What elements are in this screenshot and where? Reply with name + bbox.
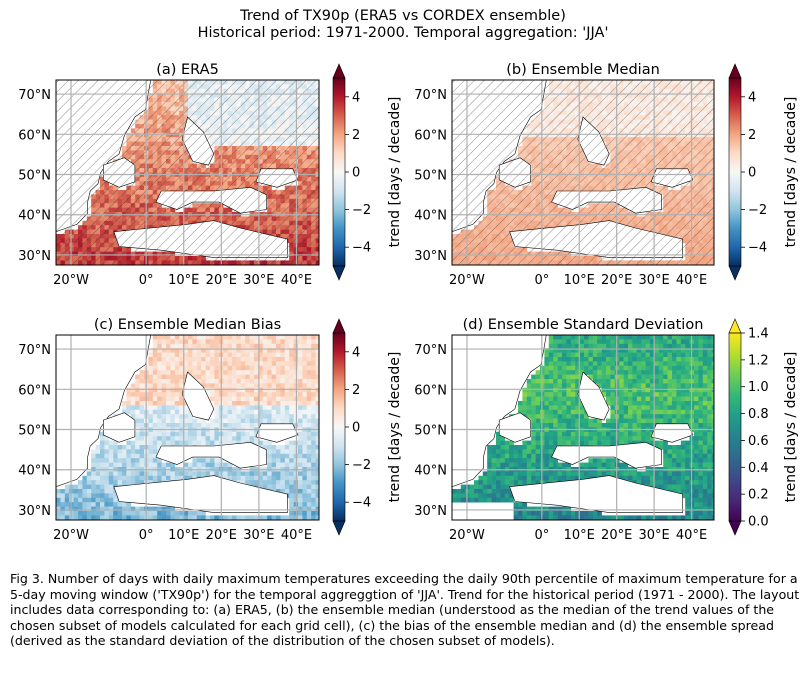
colorbar-tick-label: 2 [352, 128, 360, 143]
lat-tick-label: 50°N [18, 424, 51, 439]
lon-tick-label: 20°W [53, 528, 89, 543]
colorbar-tick-label: 4 [748, 90, 756, 105]
colorbar-tick-label: 1.0 [748, 380, 769, 395]
colorbar: 4 2 0 −2 −4 trend [days / decade] [332, 318, 403, 536]
colorbar-tick-label: −4 [352, 496, 371, 511]
lon-tick-label: 30°E [243, 528, 274, 543]
colorbar: 4 2 0 −2 −4 trend [days / decade] [332, 63, 403, 281]
panel-title: (c) Ensemble Median Bias [94, 317, 281, 333]
panel-title: (b) Ensemble Median [506, 62, 660, 78]
lat-tick-label: 40°N [414, 209, 447, 224]
panel-title: (d) Ensemble Standard Deviation [463, 317, 704, 333]
lat-tick-label: 40°N [18, 209, 51, 224]
colorbar-tick-label: 2 [352, 383, 360, 398]
data-field [452, 335, 714, 520]
lat-tick-label: 70°N [414, 343, 447, 358]
panel-title: (a) ERA5 [156, 62, 219, 78]
lat-tick-label: 60°N [18, 383, 51, 398]
lat-tick-label: 70°N [18, 88, 51, 103]
colorbar: 1.4 1.2 1.0 0.8 0.6 0.4 0.2 0.0 trend [days / de… [728, 318, 799, 536]
colorbar-tick-label: −2 [352, 203, 371, 218]
colorbar-extend-min [332, 265, 346, 281]
lon-tick-label: 0° [139, 273, 154, 288]
colorbar-tick-label: 0.8 [748, 407, 769, 422]
lon-tick-label: 30°E [638, 273, 669, 288]
colorbar-tick-label: 0.6 [748, 434, 769, 449]
data-field [452, 80, 714, 265]
figure-title-line1: Trend of TX90p (ERA5 vs CORDEX ensemble) [240, 8, 566, 24]
map-panel-c: (c) Ensemble Median Bias 70°N 60°N 50°N 40°N… [18, 317, 403, 543]
colorbar-extend-min [332, 520, 346, 536]
lat-tick-label: 30°N [414, 249, 447, 264]
lat-tick-label: 50°N [414, 169, 447, 184]
lat-tick-label: 60°N [18, 128, 51, 143]
lon-tick-label: 10°E [168, 528, 199, 543]
lon-tick-label: 10°E [564, 273, 595, 288]
lat-tick-label: 50°N [414, 424, 447, 439]
colorbar-label: trend [days / decade] [783, 352, 799, 503]
lat-tick-label: 30°N [414, 504, 447, 519]
colorbar-extend-max [332, 63, 346, 79]
colorbar-tick-label: 0 [352, 166, 360, 181]
data-field [56, 335, 319, 520]
map-panel-b: (b) Ensemble Median70°N60°N50°N40°N30°N2… [414, 62, 799, 288]
lon-tick-label: 30°E [638, 528, 669, 543]
lat-tick-label: 50°N [18, 169, 51, 184]
colorbar-label: trend [days / decade] [783, 97, 799, 248]
lon-tick-label: 0° [139, 528, 154, 543]
colorbar-tick-label: 4 [352, 90, 360, 105]
colorbar-tick-label: −4 [352, 241, 371, 256]
figure-caption: Fig 3. Number of days with daily maximum… [10, 571, 800, 649]
colorbar: 4 2 0 −2 −4 trend [days / decade] [728, 63, 799, 281]
colorbar-tick-label: −2 [352, 458, 371, 473]
lon-tick-label: 10°E [564, 528, 595, 543]
colorbar-tick-label: 0.2 [748, 488, 769, 503]
colorbar-extend-max [728, 63, 742, 79]
map-panel-d: (d) Ensemble Standard Deviation 70°N 60°N 5… [414, 317, 799, 543]
lon-tick-label: 20°E [206, 273, 237, 288]
lon-tick-label: 40°E [676, 273, 707, 288]
lon-tick-label: 20°W [449, 273, 485, 288]
lat-tick-label: 70°N [414, 88, 447, 103]
colorbar-tick-label: 0 [748, 166, 756, 181]
data-field [56, 80, 319, 265]
colorbar-extend-min [728, 520, 742, 536]
lon-tick-label: 40°E [676, 528, 707, 543]
lon-tick-label: 20°E [206, 528, 237, 543]
colorbar-tick-label: 0.4 [748, 461, 769, 476]
colorbar-tick-label: −2 [748, 203, 767, 218]
lon-tick-label: 0° [534, 273, 549, 288]
lat-tick-label: 30°N [18, 249, 51, 264]
lat-tick-label: 70°N [18, 343, 51, 358]
colorbar-tick-label: 0 [352, 421, 360, 436]
colorbar-extend-max [332, 318, 346, 334]
colorbar-extend-max [728, 318, 742, 334]
colorbar-label: trend [days / decade] [387, 352, 403, 503]
colorbar-tick-label: 0.0 [748, 515, 769, 530]
lon-tick-label: 20°W [449, 528, 485, 543]
lon-tick-label: 20°W [53, 273, 89, 288]
lon-tick-label: 0° [534, 528, 549, 543]
lon-tick-label: 40°E [281, 528, 312, 543]
lat-tick-label: 60°N [414, 128, 447, 143]
lon-tick-label: 10°E [168, 273, 199, 288]
lon-tick-label: 20°E [601, 528, 632, 543]
lat-tick-label: 60°N [414, 383, 447, 398]
colorbar-tick-label: 2 [748, 128, 756, 143]
lat-tick-label: 30°N [18, 504, 51, 519]
lat-tick-label: 40°N [18, 464, 51, 479]
figure-title-line2: Historical period: 1971-2000. Temporal a… [197, 25, 609, 41]
colorbar-tick-label: 1.4 [748, 327, 769, 342]
colorbar-tick-label: 1.2 [748, 353, 769, 368]
lon-tick-label: 40°E [281, 273, 312, 288]
lat-tick-label: 40°N [414, 464, 447, 479]
colorbar-extend-min [728, 265, 742, 281]
colorbar-label: trend [days / decade] [387, 97, 403, 248]
colorbar-tick-label: 4 [352, 345, 360, 360]
lon-tick-label: 20°E [601, 273, 632, 288]
colorbar-tick-label: −4 [748, 241, 767, 256]
lon-tick-label: 30°E [243, 273, 274, 288]
